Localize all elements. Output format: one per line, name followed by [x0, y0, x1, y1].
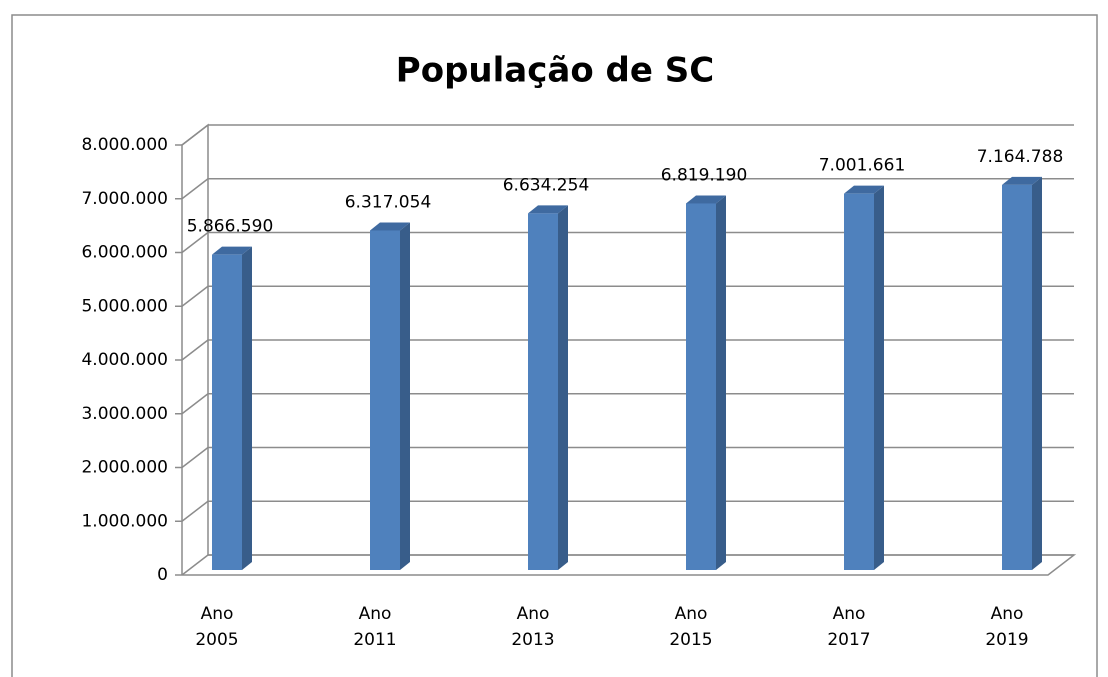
grid-line [181, 500, 209, 522]
bar-side [400, 222, 410, 570]
y-tick-label: 5.000.000 [81, 296, 168, 316]
value-label: 5.866.590 [187, 217, 274, 237]
bar [1002, 184, 1032, 570]
value-label: 6.634.254 [503, 175, 590, 195]
x-tick-label: Ano 2013 [511, 604, 555, 650]
bar-side [558, 205, 568, 570]
y-tick-label: 0 [157, 565, 168, 585]
x-tick-label: Ano 2017 [827, 604, 871, 650]
value-label: 7.001.661 [819, 156, 906, 176]
bar-top [1002, 176, 1042, 185]
x-tick-label: Ano 2015 [669, 604, 713, 650]
x-tick-label: Ano 2005 [195, 604, 239, 650]
x-tick-label: Ano 2019 [985, 604, 1029, 650]
bar [844, 193, 874, 571]
value-label: 7.164.788 [977, 147, 1064, 167]
bar-top [370, 222, 410, 231]
grid-line [181, 231, 209, 254]
bar-top [686, 195, 726, 204]
bar-top [844, 185, 884, 194]
y-tick-label: 6.000.000 [81, 243, 168, 263]
y-tick-label: 7.000.000 [81, 189, 168, 209]
y-tick-label: 1.000.000 [81, 511, 168, 531]
y-tick-label: 2.000.000 [81, 458, 168, 478]
bar-top [212, 246, 252, 255]
y-tick-label: 4.000.000 [81, 350, 168, 370]
grid-line [181, 339, 209, 361]
y-tick-label: 8.000.000 [81, 135, 168, 155]
grid-line [181, 178, 209, 200]
value-label: 6.317.054 [345, 192, 432, 212]
bar [686, 203, 716, 570]
y-tick-label: 3.000.000 [81, 404, 168, 424]
grid-line [181, 554, 209, 576]
bar-side [716, 195, 726, 570]
bar-side [242, 246, 252, 571]
x-tick-label: Ano 2011 [353, 604, 397, 650]
grid-line [181, 393, 209, 415]
grid-line [181, 285, 209, 307]
bar-top [528, 205, 568, 214]
bar [212, 254, 242, 571]
bar-side [874, 185, 884, 571]
grid-line [181, 124, 209, 146]
grid-line [181, 446, 209, 469]
bar [370, 230, 400, 570]
bar [528, 213, 558, 570]
value-label: 6.819.190 [661, 165, 748, 185]
chart-title: População de SC [396, 51, 714, 91]
bar-side [1032, 176, 1042, 570]
